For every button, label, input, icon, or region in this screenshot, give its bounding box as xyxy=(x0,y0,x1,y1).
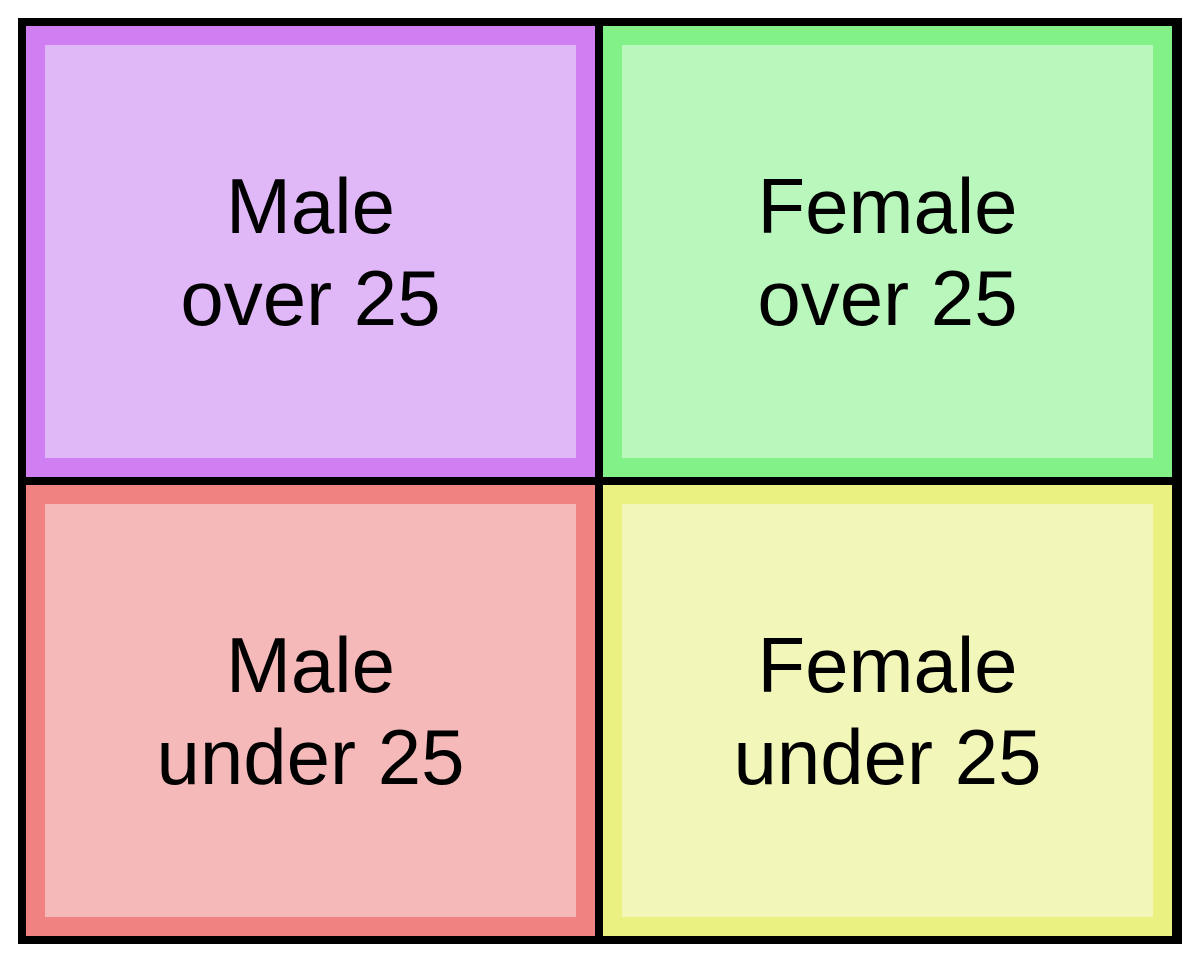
quadrant-label: Female under 25 xyxy=(734,619,1042,803)
label-line-1: Female xyxy=(757,161,1018,250)
label-line-1: Male xyxy=(225,161,396,250)
quadrant-female-under-25: Female under 25 xyxy=(603,485,1172,936)
label-line-2: over 25 xyxy=(180,253,441,342)
quadrant-grid: Male over 25 Female over 25 Male under 2… xyxy=(18,18,1182,944)
label-line-2: under 25 xyxy=(156,712,465,801)
label-line-1: Male xyxy=(225,620,396,709)
quadrant-label: Female over 25 xyxy=(757,160,1017,344)
quadrant-label: Male over 25 xyxy=(180,160,440,344)
label-line-1: Female xyxy=(757,620,1018,709)
quadrant-male-under-25: Male under 25 xyxy=(26,485,595,936)
label-line-2: over 25 xyxy=(757,253,1018,342)
quadrant-female-over-25: Female over 25 xyxy=(603,26,1172,477)
quadrant-label: Male under 25 xyxy=(157,619,465,803)
quadrant-male-over-25: Male over 25 xyxy=(26,26,595,477)
label-line-2: under 25 xyxy=(733,712,1042,801)
